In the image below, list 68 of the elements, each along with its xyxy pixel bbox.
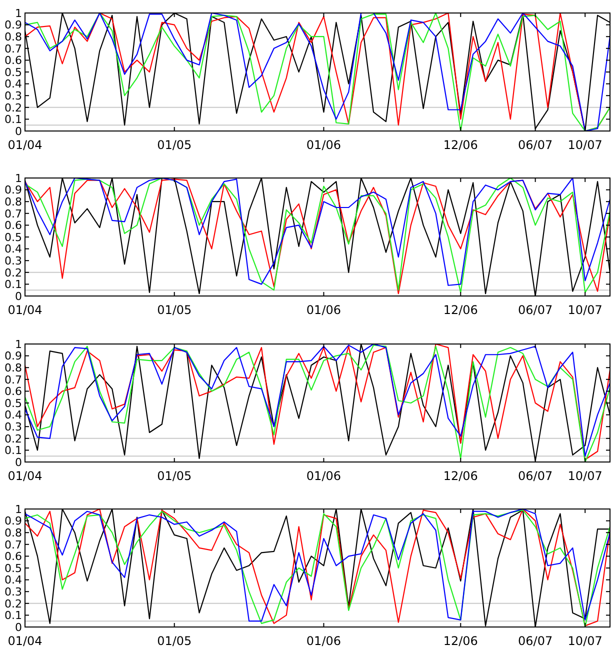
y-tick-label: 0 [15, 456, 22, 469]
x-tick-label: 01/04 [8, 303, 42, 317]
x-tick-label: 01/06 [306, 469, 342, 483]
x-tick-label: 06/07 [518, 634, 553, 648]
y-tick-label: 0.2 [4, 266, 22, 280]
x-tick-label: 01/04 [8, 469, 42, 483]
x-tick-label: 12/06 [443, 634, 478, 648]
x-tick-label: 01/05 [157, 138, 192, 152]
y-tick-label: 0.3 [4, 585, 22, 598]
x-tick-label: 10/07 [568, 634, 602, 648]
y-tick-label: 0.5 [4, 66, 22, 79]
y-tick-label: 0.9 [4, 514, 22, 528]
y-tick-label: 0 [15, 620, 22, 634]
y-tick-label: 0.7 [4, 538, 22, 552]
y-tick-label: 0.4 [4, 78, 22, 91]
x-tick-label: 01/05 [157, 634, 192, 648]
y-tick-label: 0 [15, 124, 22, 138]
y-tick-label: 0.1 [4, 609, 22, 622]
x-tick-label: 01/05 [157, 469, 192, 483]
y-tick-label: 0.6 [4, 54, 22, 68]
x-tick-label: 12/06 [443, 138, 478, 152]
y-tick-label: 0.3 [4, 254, 22, 268]
y-tick-label: 0.9 [4, 350, 22, 363]
y-tick-label: 0.3 [4, 89, 22, 102]
y-tick-label: 0.6 [4, 219, 22, 232]
x-tick-label: 01/06 [306, 634, 342, 648]
y-tick-label: 0 [15, 290, 22, 303]
y-tick-label: 0.4 [4, 242, 22, 256]
x-tick-label: 10/07 [568, 469, 602, 483]
x-tick-label: 01/04 [8, 138, 42, 152]
y-tick-label: 0.8 [4, 361, 22, 374]
x-tick-label: 01/06 [306, 303, 342, 317]
y-tick-label: 0.2 [4, 597, 22, 610]
y-tick-label: 0.1 [4, 278, 22, 292]
x-tick-label: 01/06 [306, 138, 342, 152]
y-tick-label: 0.1 [4, 113, 22, 126]
x-tick-label: 10/07 [568, 138, 602, 152]
y-tick-label: 0.7 [4, 207, 22, 220]
x-tick-label: 12/06 [443, 469, 478, 483]
y-tick-label: 0.3 [4, 420, 22, 434]
y-tick-label: 0.4 [4, 574, 22, 587]
y-tick-label: 0.5 [4, 230, 22, 244]
y-tick-label: 0.6 [4, 550, 22, 564]
y-tick-label: 0.9 [4, 184, 22, 197]
y-tick-label: 1 [15, 6, 22, 20]
y-tick-label: 0.8 [4, 526, 22, 540]
y-tick-label: 0.4 [4, 408, 22, 422]
x-tick-label: 12/06 [443, 303, 478, 317]
x-tick-label: 06/07 [518, 469, 553, 483]
y-tick-label: 0.7 [4, 42, 22, 56]
x-tick-label: 10/07 [568, 303, 602, 317]
y-tick-label: 0.5 [4, 562, 22, 575]
y-tick-label: 0.2 [4, 101, 22, 114]
x-tick-label: 01/05 [157, 303, 192, 317]
y-tick-label: 1 [15, 172, 22, 185]
y-tick-label: 1 [15, 502, 22, 516]
y-tick-label: 0.8 [4, 30, 22, 44]
x-tick-label: 06/07 [518, 138, 553, 152]
y-tick-label: 0.1 [4, 444, 22, 458]
y-tick-label: 0.5 [4, 396, 22, 410]
y-tick-label: 0.2 [4, 432, 22, 446]
y-tick-label: 0.6 [4, 385, 22, 398]
y-tick-label: 0.8 [4, 195, 22, 208]
y-tick-label: 0.9 [4, 18, 22, 32]
y-tick-label: 0.7 [4, 373, 22, 386]
x-tick-label: 06/07 [518, 303, 553, 317]
x-tick-label: 01/04 [8, 634, 42, 648]
y-tick-label: 1 [15, 338, 22, 351]
